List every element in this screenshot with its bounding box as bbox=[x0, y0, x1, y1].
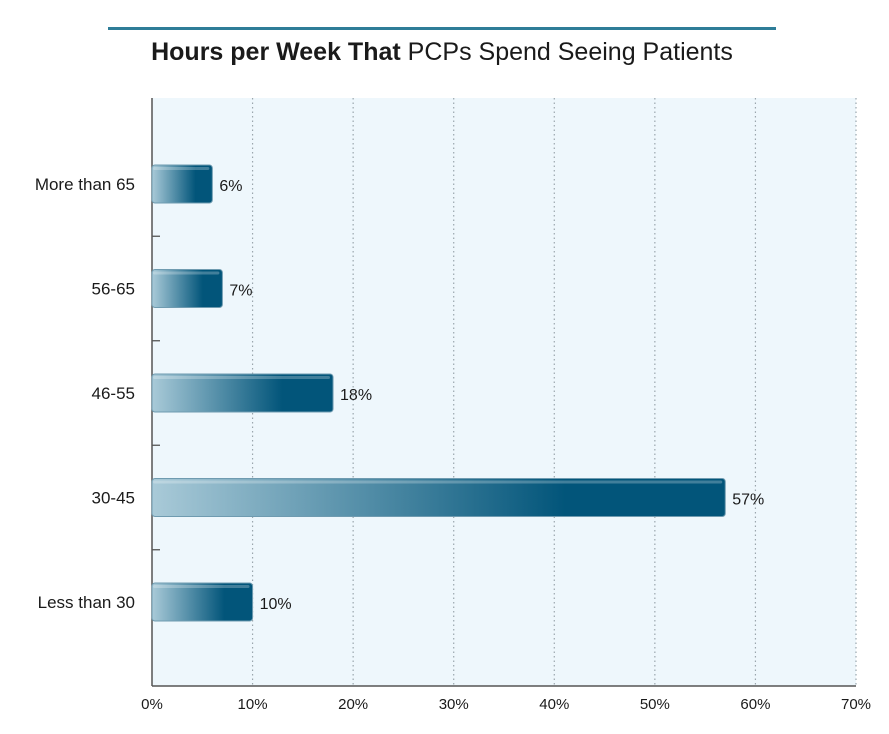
category-label: More than 65 bbox=[35, 175, 135, 194]
chart-title: Hours per Week That PCPs Spend Seeing Pa… bbox=[108, 36, 776, 68]
bar-highlight bbox=[153, 585, 250, 588]
data-label: 57% bbox=[732, 492, 764, 509]
category-label: 46-55 bbox=[92, 384, 135, 403]
x-tick-label: 10% bbox=[238, 696, 268, 713]
x-tick-label: 50% bbox=[640, 696, 670, 713]
bar bbox=[151, 478, 726, 517]
data-label: 10% bbox=[260, 596, 292, 613]
chart-title-regular: PCPs Spend Seeing Patients bbox=[400, 38, 733, 66]
chart-title-bold: Hours per Week That bbox=[151, 38, 401, 66]
category-label: Less than 30 bbox=[38, 593, 135, 612]
x-tick-label: 60% bbox=[740, 696, 770, 713]
x-tick-label: 20% bbox=[338, 696, 368, 713]
category-label: 30-45 bbox=[92, 489, 135, 508]
data-label: 18% bbox=[340, 387, 372, 404]
bar-highlight bbox=[153, 376, 331, 379]
bar bbox=[151, 269, 223, 308]
x-tick-label: 40% bbox=[539, 696, 569, 713]
bar bbox=[151, 164, 213, 204]
data-label: 6% bbox=[219, 178, 242, 195]
title-rule bbox=[108, 27, 776, 30]
category-label: 56-65 bbox=[92, 280, 135, 299]
bar bbox=[151, 373, 334, 413]
data-label: 7% bbox=[229, 283, 252, 300]
bar-highlight bbox=[153, 167, 210, 170]
x-tick-label: 30% bbox=[439, 696, 469, 713]
x-tick-label: 0% bbox=[141, 696, 163, 713]
x-tick-label: 70% bbox=[841, 696, 871, 713]
bar-highlight bbox=[153, 480, 723, 484]
bar-highlight bbox=[153, 271, 220, 275]
bar bbox=[151, 582, 254, 622]
